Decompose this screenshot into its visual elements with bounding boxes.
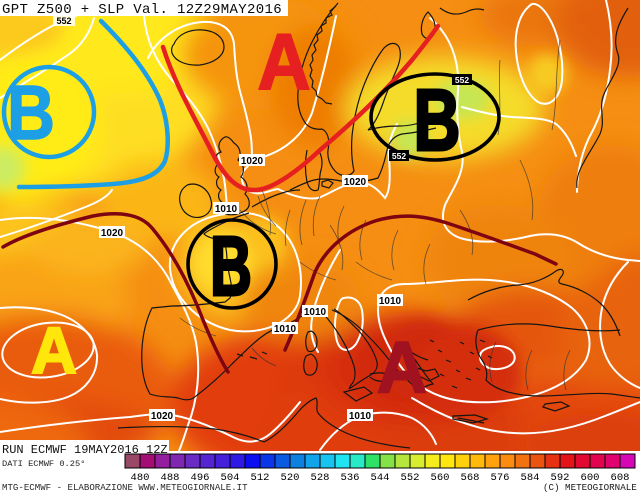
svg-text:512: 512 — [251, 472, 270, 484]
svg-text:568: 568 — [461, 472, 480, 484]
svg-text:(C) METEOGIORNALE: (C) METEOGIORNALE — [543, 482, 637, 493]
svg-text:552: 552 — [401, 472, 420, 484]
svg-text:A: A — [258, 17, 311, 106]
svg-text:1020: 1020 — [151, 411, 174, 422]
svg-text:496: 496 — [191, 472, 210, 484]
svg-text:592: 592 — [551, 472, 570, 484]
svg-text:MTG-ECMWF - ELABORAZIONE WWW.M: MTG-ECMWF - ELABORAZIONE WWW.METEOGIORNA… — [2, 482, 248, 493]
svg-text:504: 504 — [221, 472, 240, 484]
svg-text:560: 560 — [431, 472, 450, 484]
svg-text:576: 576 — [491, 472, 510, 484]
svg-text:552: 552 — [56, 16, 71, 26]
svg-text:1020: 1020 — [344, 177, 367, 188]
svg-text:608: 608 — [611, 472, 630, 484]
svg-text:528: 528 — [311, 472, 330, 484]
svg-text:600: 600 — [581, 472, 600, 484]
svg-text:1010: 1010 — [215, 204, 238, 215]
svg-text:1010: 1010 — [379, 296, 402, 307]
svg-text:544: 544 — [371, 472, 390, 484]
svg-text:B: B — [210, 219, 252, 313]
svg-text:B: B — [7, 70, 55, 156]
svg-text:536: 536 — [341, 472, 360, 484]
svg-text:A: A — [377, 328, 427, 408]
svg-text:1010: 1010 — [349, 411, 372, 422]
svg-text:1010: 1010 — [274, 324, 297, 335]
svg-text:480: 480 — [131, 472, 150, 484]
svg-text:520: 520 — [281, 472, 300, 484]
svg-text:DATI ECMWF 0.25°: DATI ECMWF 0.25° — [2, 459, 85, 469]
svg-text:584: 584 — [521, 472, 540, 484]
svg-text:552: 552 — [455, 75, 469, 85]
svg-text:1020: 1020 — [101, 228, 124, 239]
svg-text:1020: 1020 — [241, 156, 264, 167]
svg-text:552: 552 — [392, 151, 406, 161]
svg-text:488: 488 — [161, 472, 180, 484]
svg-text:B: B — [414, 72, 461, 169]
svg-text:A: A — [31, 313, 77, 387]
svg-text:1010: 1010 — [304, 307, 327, 318]
svg-text:GPT Z500 + SLP Val. 12Z29MAY20: GPT Z500 + SLP Val. 12Z29MAY2016 — [2, 2, 282, 18]
